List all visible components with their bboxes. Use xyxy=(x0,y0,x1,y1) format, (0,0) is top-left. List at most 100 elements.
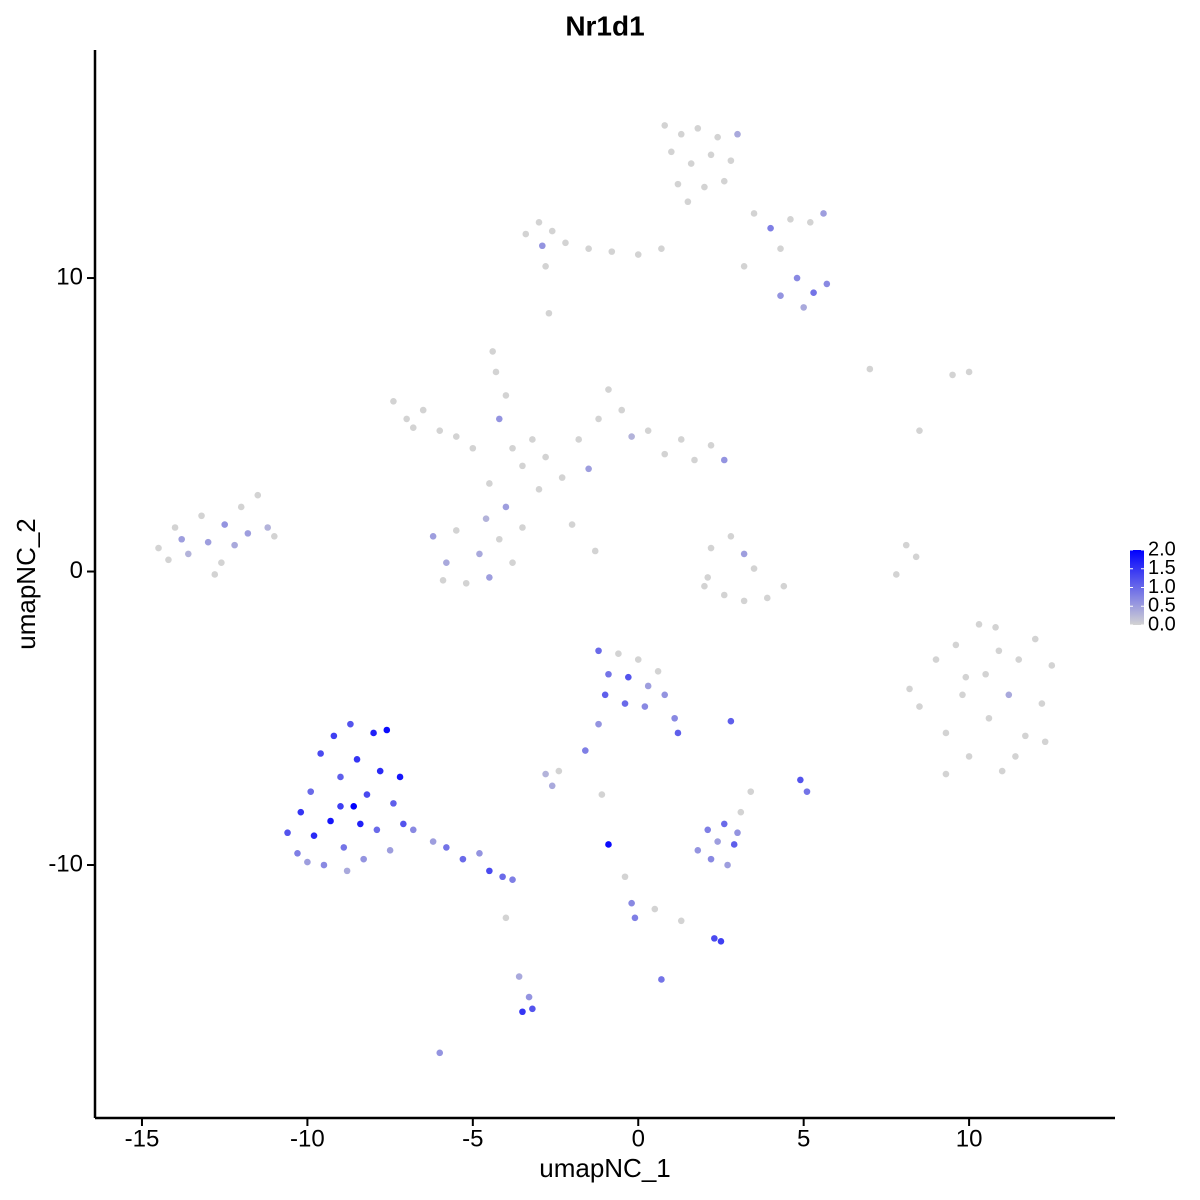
cell-point xyxy=(711,935,718,942)
cell-point xyxy=(452,527,460,534)
cell-point xyxy=(720,456,728,464)
cell-point xyxy=(724,861,731,869)
colorbar-label: 1.5 xyxy=(1148,557,1176,579)
cell-point xyxy=(310,832,318,839)
x-tick-label: -15 xyxy=(125,1125,160,1152)
cell-point xyxy=(486,867,493,875)
cell-point xyxy=(529,436,536,443)
cell-point xyxy=(740,550,748,558)
cell-point xyxy=(777,245,784,252)
cell-point xyxy=(562,239,569,247)
cell-point xyxy=(502,392,510,399)
cell-point xyxy=(701,183,708,191)
cell-point xyxy=(452,433,460,440)
cell-point xyxy=(671,714,678,722)
cell-point xyxy=(677,917,685,925)
cell-point xyxy=(780,582,788,590)
cell-point xyxy=(684,198,692,206)
cell-point xyxy=(668,148,675,156)
cell-point xyxy=(704,826,712,834)
cell-point xyxy=(548,782,556,790)
cell-point xyxy=(644,427,652,434)
cell-point xyxy=(575,436,582,443)
x-tick-label: -10 xyxy=(290,1125,325,1152)
cell-point xyxy=(625,673,632,681)
cell-point xyxy=(916,427,923,434)
cell-point xyxy=(740,263,748,270)
cell-point xyxy=(750,565,758,572)
cell-point xyxy=(522,230,530,238)
cell-point xyxy=(995,647,1003,655)
cell-point xyxy=(390,800,397,807)
cell-point xyxy=(343,867,351,875)
cell-point xyxy=(730,841,738,848)
cell-point xyxy=(932,656,940,663)
cell-point xyxy=(595,415,602,423)
cell-point xyxy=(515,973,523,980)
cell-point xyxy=(271,533,278,540)
cell-point xyxy=(373,826,381,834)
cell-point xyxy=(806,218,814,226)
cell-point xyxy=(707,151,715,159)
cell-point xyxy=(244,530,252,537)
cell-point xyxy=(644,682,652,690)
cell-point xyxy=(866,365,874,373)
cell-point xyxy=(337,773,344,781)
cell-point xyxy=(707,544,715,552)
cell-point xyxy=(605,670,612,678)
cell-point xyxy=(535,486,543,493)
cell-point xyxy=(489,348,496,355)
x-axis-label: umapNC_1 xyxy=(539,1153,671,1183)
cell-point xyxy=(347,720,354,728)
cell-point xyxy=(661,691,669,699)
cell-point xyxy=(495,415,503,423)
cell-point xyxy=(545,309,553,317)
cell-point xyxy=(810,289,817,297)
cell-point xyxy=(386,847,394,854)
cell-point xyxy=(294,849,301,857)
chart-title: Nr1d1 xyxy=(565,10,644,41)
cell-point xyxy=(631,914,639,922)
cell-point xyxy=(912,553,920,561)
cell-point xyxy=(677,130,685,138)
cell-point xyxy=(476,849,483,857)
cell-point xyxy=(548,227,556,235)
x-tick-label: -5 xyxy=(462,1125,483,1152)
colorbar xyxy=(1130,550,1144,625)
cell-point xyxy=(621,873,629,881)
cell-point xyxy=(400,820,407,828)
cell-point xyxy=(820,210,827,217)
cell-point xyxy=(985,714,993,722)
cell-point xyxy=(621,700,629,707)
cell-point xyxy=(687,160,695,167)
cell-point xyxy=(763,594,771,602)
cell-point xyxy=(509,559,516,567)
cell-point xyxy=(916,703,923,710)
cell-point xyxy=(982,670,989,678)
cell-point xyxy=(555,767,563,775)
cell-point xyxy=(436,1049,444,1057)
cell-point xyxy=(482,515,490,522)
cell-point xyxy=(793,274,801,282)
cell-point xyxy=(376,767,384,775)
cell-point xyxy=(654,668,662,675)
cell-point xyxy=(542,770,549,778)
y-tick-label: 10 xyxy=(56,263,83,290)
cell-point xyxy=(539,242,546,250)
cell-point xyxy=(952,641,960,649)
cell-point xyxy=(459,855,467,863)
cell-point xyxy=(605,386,612,393)
cell-point xyxy=(409,424,417,432)
cell-point xyxy=(264,524,272,531)
cell-point xyxy=(965,368,973,376)
cell-point xyxy=(178,535,185,543)
cell-point xyxy=(634,251,642,258)
cell-point xyxy=(443,559,450,567)
cell-point xyxy=(204,538,212,546)
cell-point xyxy=(184,550,192,558)
cell-point xyxy=(542,263,549,270)
cell-point xyxy=(734,130,741,138)
cell-point xyxy=(462,579,470,587)
cell-point xyxy=(800,304,807,311)
cell-point xyxy=(906,685,913,693)
